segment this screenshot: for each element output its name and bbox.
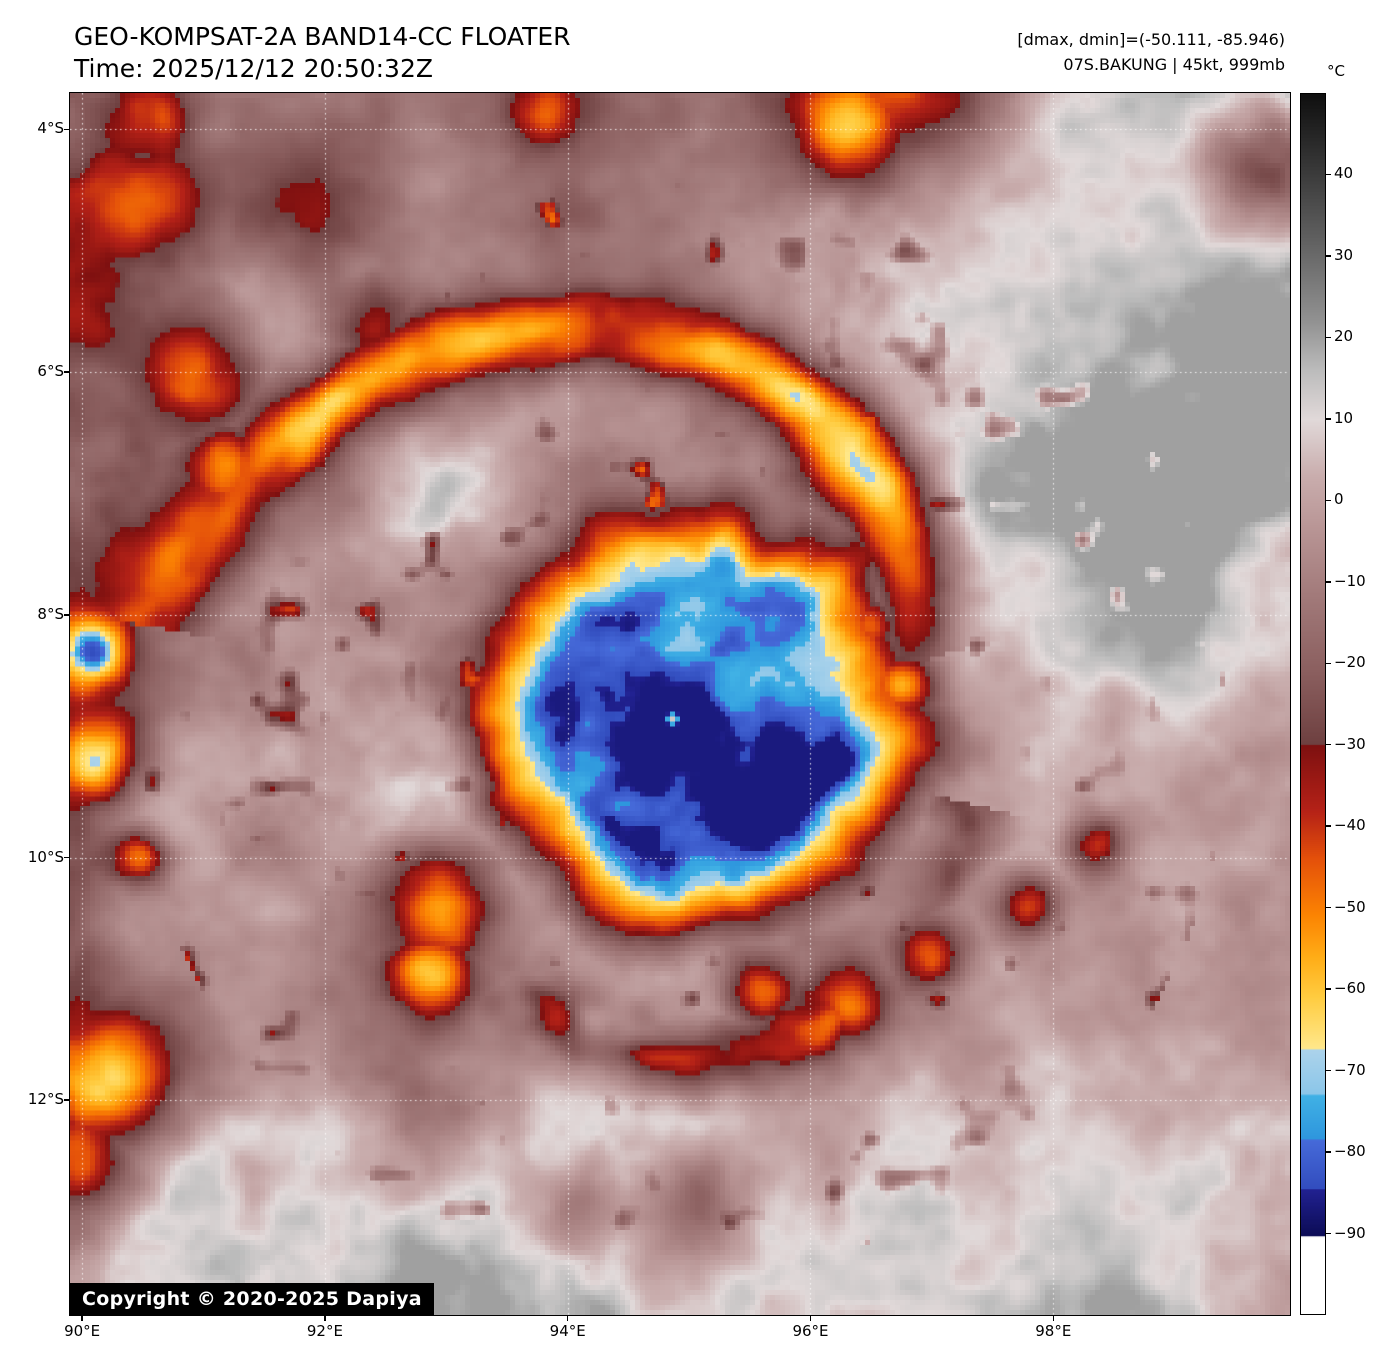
colorbar-canvas [1301,94,1325,1314]
colorbar-tick-label: −10 [1334,571,1366,590]
colorbar-tick [1326,743,1331,746]
lon-label: 94°E [549,1322,586,1340]
colorbar-tick-label: −80 [1334,1142,1366,1161]
colorbar-tick [1326,1151,1331,1153]
lon-tick [809,1315,812,1321]
lat-label: 8°S [37,604,64,623]
colorbar-tick-label: 20 [1334,327,1354,346]
colorbar-tick [1326,499,1331,502]
colorbar-tick-label: −70 [1334,1060,1366,1079]
lon-label: 96°E [792,1322,829,1340]
colorbar-tick [1326,988,1331,990]
lon-label: 98°E [1035,1322,1072,1340]
colorbar-tick [1326,825,1331,827]
colorbar-tick [1326,418,1331,420]
lon-tick [81,1315,83,1321]
colorbar-tick [1326,1232,1331,1235]
colorbar-tick [1326,255,1331,257]
colorbar-tick-label: −60 [1334,979,1366,998]
colorbar-tick-label: −20 [1334,653,1366,672]
colorbar-tick-label: 30 [1334,245,1354,264]
colorbar-tick [1326,581,1331,583]
colorbar-tick-label: 10 [1334,408,1354,427]
colorbar-tick [1326,662,1331,665]
lat-label: 6°S [37,362,64,381]
lat-label: 10°S [27,847,64,866]
satellite-map: Copyright © 2020-2025 Dapiya [69,92,1291,1316]
figure-title: GEO-KOMPSAT-2A BAND14-CC FLOATER [74,22,571,51]
lon-label: 92°E [306,1322,343,1340]
colorbar-tick-label: 40 [1334,164,1354,183]
colorbar-tick-label: −50 [1334,897,1366,916]
dmax-dmin-label: [dmax, dmin]=(-50.111, -85.946) [1017,30,1285,49]
colorbar-tick-label: 0 [1334,490,1344,509]
grid-overlay-canvas [70,93,1290,1315]
lon-tick [324,1315,326,1321]
figure-time-label: Time: 2025/12/12 20:50:32Z [74,54,433,83]
colorbar-tick-label: −40 [1334,816,1366,835]
copyright-label: Copyright © 2020-2025 Dapiya [70,1283,434,1315]
colorbar-tick [1326,906,1331,909]
colorbar-tick [1326,173,1331,176]
colorbar-tick [1326,1069,1331,1072]
colorbar-tick [1326,336,1331,339]
colorbar-tick-label: −30 [1334,734,1366,753]
storm-info-label: 07S.BAKUNG | 45kt, 999mb [1063,55,1285,74]
lat-label: 4°S [37,119,64,138]
colorbar-unit-label: °C [1327,62,1345,80]
lon-tick [1052,1315,1055,1321]
lat-label: 12°S [27,1090,64,1109]
colorbar [1300,93,1326,1315]
lon-tick [566,1315,569,1321]
colorbar-tick-label: −90 [1334,1223,1366,1242]
lon-label: 90°E [64,1322,101,1340]
